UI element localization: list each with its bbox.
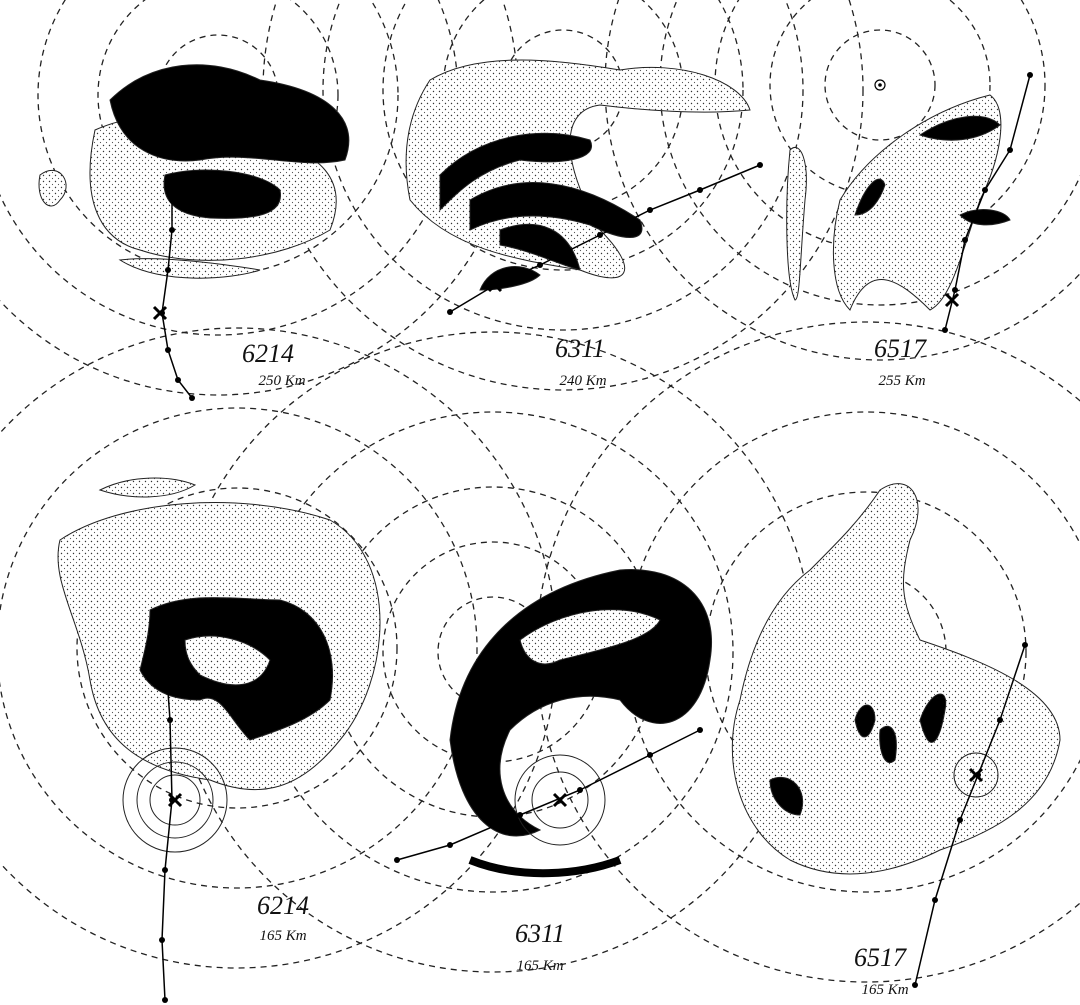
panel-id: 6311 — [555, 334, 605, 363]
echoes — [39, 60, 1060, 874]
panel-range: 250 Km — [258, 373, 305, 389]
track-point — [169, 197, 175, 203]
panel-id: 6517 — [854, 943, 907, 972]
track-point — [394, 857, 400, 863]
track-point — [1007, 147, 1013, 153]
track-point — [597, 232, 603, 238]
panel-id: 6214 — [257, 891, 309, 920]
track-point — [162, 867, 168, 873]
radar-site-dot — [878, 83, 882, 87]
track-point — [447, 842, 453, 848]
track-point — [647, 752, 653, 758]
panel-range: 165 Km — [259, 928, 306, 944]
track-point — [957, 817, 963, 823]
track-point — [159, 937, 165, 943]
panel-range: 165 Km — [516, 958, 563, 974]
track-point — [165, 267, 171, 273]
track-point — [189, 395, 195, 401]
track-point — [1022, 642, 1028, 648]
track-point — [167, 717, 173, 723]
track-point — [162, 647, 168, 653]
track-point — [962, 237, 968, 243]
track-point — [175, 377, 181, 383]
radar-figure: 6214 250 Km 6311 240 Km 6517 255 Km 6214 165 Km… — [0, 0, 1080, 1005]
track-point — [169, 227, 175, 233]
track-point — [932, 897, 938, 903]
track-point — [537, 262, 543, 268]
track-point — [697, 187, 703, 193]
panel-id: 6311 — [515, 919, 565, 948]
panel-id: 6517 — [874, 334, 927, 363]
track-point — [517, 812, 523, 818]
track-point — [942, 327, 948, 333]
panel-range: 240 Km — [559, 373, 606, 389]
track-point — [165, 347, 171, 353]
track-point — [162, 997, 168, 1003]
track-point — [757, 162, 763, 168]
panel-range: 165 Km — [861, 982, 908, 998]
track-point — [697, 727, 703, 733]
track-point — [952, 287, 958, 293]
track-point — [647, 207, 653, 213]
track-point — [1027, 72, 1033, 78]
range-ring — [605, 0, 1080, 360]
track-point — [997, 717, 1003, 723]
track-point — [912, 982, 918, 988]
panel-range: 255 Km — [878, 373, 925, 389]
panel-id: 6214 — [242, 339, 294, 368]
track-point — [447, 309, 453, 315]
track-point — [577, 787, 583, 793]
track-point — [982, 187, 988, 193]
